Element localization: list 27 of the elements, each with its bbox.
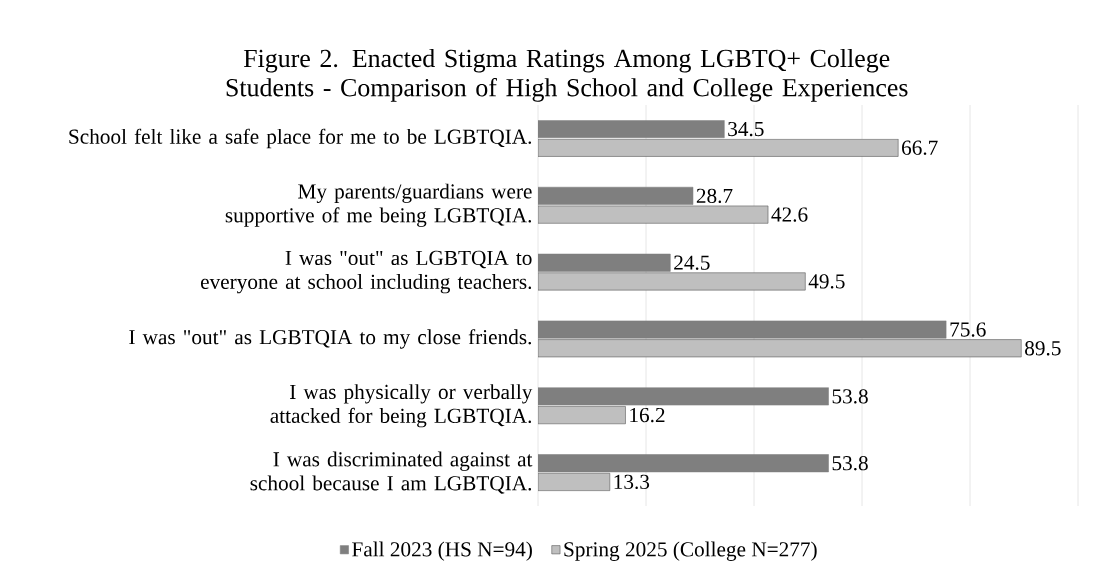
y-tick-label: I was physically or verbally attacked for being LGBTQIA. <box>270 384 533 428</box>
bar <box>538 406 626 425</box>
data-label: 75.6 <box>950 322 986 337</box>
bar <box>538 272 806 291</box>
y-tick-label: I was discriminated against at school because I am LGBTQIA. <box>250 451 533 494</box>
data-label: 24.5 <box>674 255 710 270</box>
data-label: 66.7 <box>902 140 938 155</box>
data-label: 53.8 <box>832 456 868 471</box>
y-tick-label: I was "out" as LGBTQIA to my close friends. <box>129 329 532 349</box>
legend-label: Fall 2023 (HS N=94) <box>352 541 532 561</box>
bar <box>538 138 899 157</box>
data-label: 53.8 <box>832 389 868 404</box>
data-label: 89.5 <box>1025 341 1061 356</box>
chart-title: Figure 2. Enacted Stigma Ratings Among LGBTQ+ College Students - Comparison of High School and College Experiences <box>226 48 908 102</box>
legend-label: Spring 2025 (College N=277) <box>564 541 817 561</box>
data-label: 49.5 <box>808 274 845 289</box>
bar <box>538 339 1022 358</box>
bar <box>538 205 769 224</box>
data-label: 34.5 <box>728 121 764 137</box>
data-label: 16.2 <box>630 407 665 423</box>
y-tick-label: My parents/guardians were supportive of me being LGBTQIA. <box>225 183 532 227</box>
data-label: 28.7 <box>696 188 733 204</box>
data-label: 42.6 <box>771 207 808 222</box>
y-tick-label: I was "out" as LGBTQIA to everyone at school including teachers. <box>200 250 532 294</box>
data-label: 13.3 <box>614 474 650 490</box>
bar <box>538 472 611 491</box>
y-tick-label: School felt like a safe place for me to be LGBTQIA. <box>69 128 532 149</box>
